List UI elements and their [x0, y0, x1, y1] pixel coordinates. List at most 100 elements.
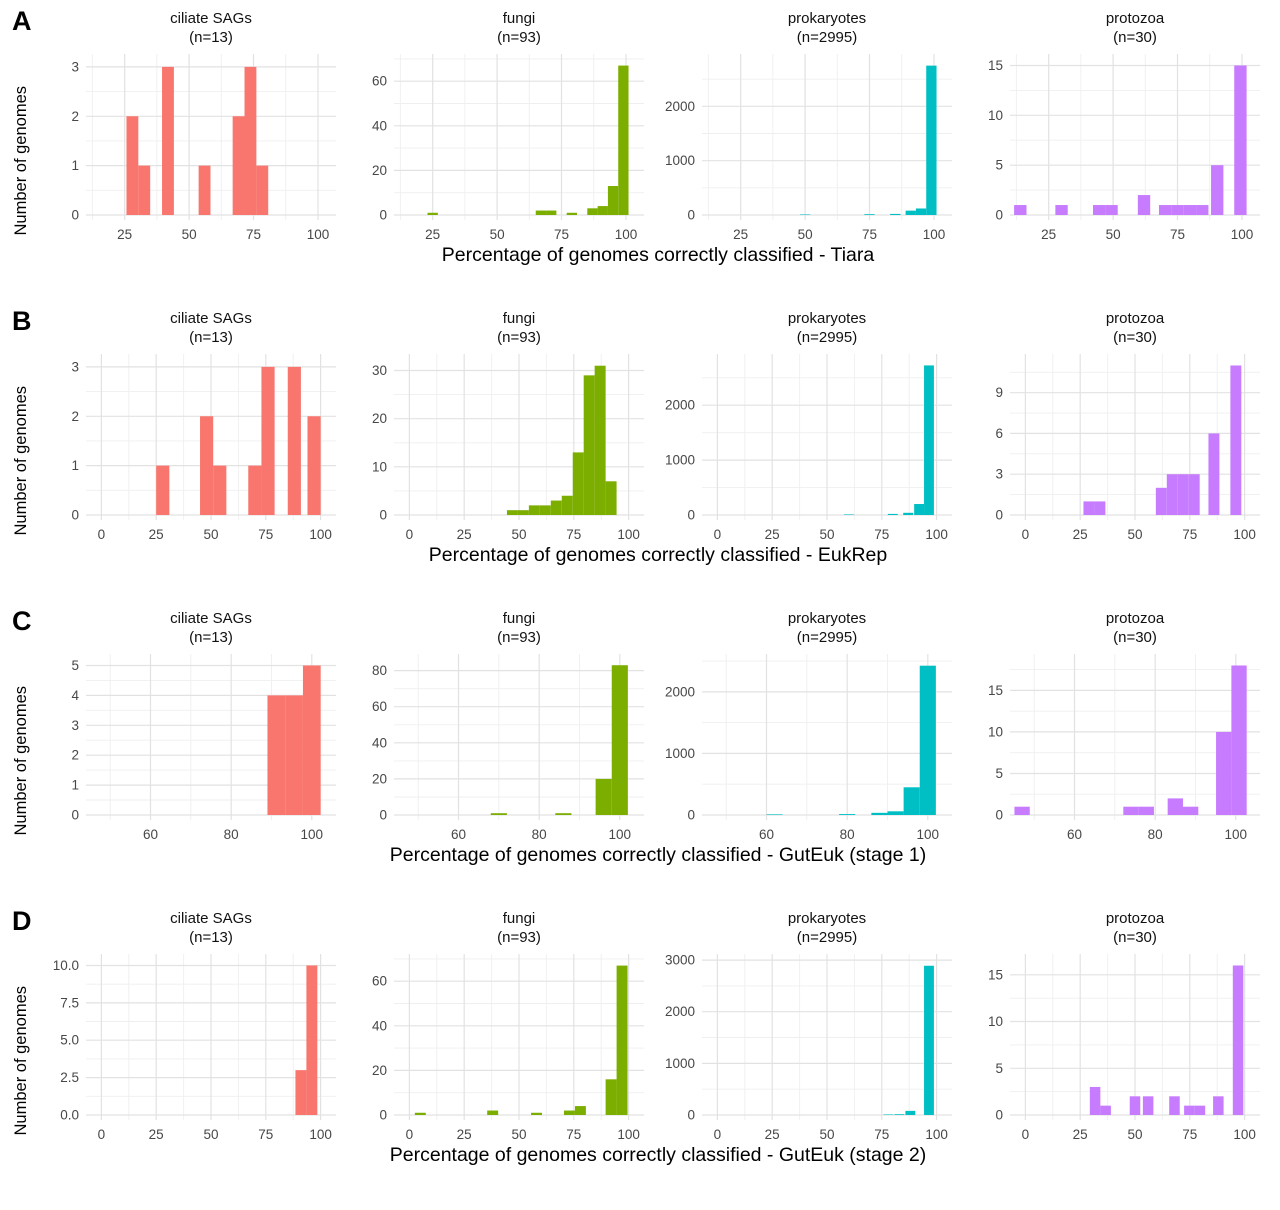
histogram-bar — [905, 210, 916, 215]
figure-row-C: C Number of genomes ciliate SAGs (n=13) 0 1 2 3… — [6, 606, 1280, 906]
histogram-bar — [766, 814, 783, 815]
panel-subtitle: (n=13) — [189, 929, 233, 946]
y-axis-label: Number of genomes — [11, 386, 30, 536]
row-letter-A: A — [12, 6, 32, 36]
y-axis-label: Number of genomes — [11, 86, 30, 236]
histogram-bar — [887, 513, 898, 515]
histogram-bar — [156, 465, 170, 515]
histogram-panel-protozoa: protozoa (n=30) 0 5 10 15 0 25 50 75 100 — [988, 910, 1260, 1142]
x-tick-label: 50 — [1127, 527, 1142, 542]
x-tick-label: 50 — [1127, 1127, 1142, 1142]
x-tick-label: 60 — [1067, 827, 1082, 842]
histogram-bar — [903, 787, 920, 815]
x-tick-label: 100 — [307, 227, 330, 242]
x-tick-label: 80 — [1148, 827, 1163, 842]
panel-subtitle: (n=2995) — [797, 329, 857, 346]
histogram-bar — [307, 416, 321, 515]
panel-title: ciliate SAGs — [170, 910, 252, 927]
panel-subtitle: (n=2995) — [797, 629, 857, 646]
histogram-bar — [232, 116, 245, 215]
histogram-bar — [200, 416, 214, 515]
y-tick-label: 10 — [988, 108, 1003, 123]
histogram-bar — [126, 116, 139, 215]
y-tick-label: 0 — [687, 1108, 695, 1123]
y-axis-label: Number of genomes — [11, 986, 30, 1136]
x-tick-label: 50 — [203, 527, 218, 542]
x-tick-label: 0 — [406, 527, 414, 542]
panel-title: prokaryotes — [788, 610, 866, 627]
panel-subtitle: (n=13) — [189, 29, 233, 46]
panel-strip: ciliate SAGs (n=13) 0.0 2.5 5.0 7.5 10.0 0 25 50 7… — [36, 906, 1280, 1146]
x-tick-label: 100 — [309, 1127, 332, 1142]
histogram-bar — [550, 500, 562, 515]
y-tick-label: 2000 — [665, 99, 695, 114]
y-tick-label: 3 — [71, 59, 79, 74]
histogram-bar — [1092, 205, 1106, 215]
y-tick-label: 6 — [995, 426, 1003, 441]
x-tick-label: 100 — [617, 527, 640, 542]
y-tick-label: 0 — [995, 1108, 1003, 1123]
histogram-bar — [1138, 806, 1154, 815]
histogram-bar — [1188, 474, 1200, 515]
y-tick-label: 5 — [995, 158, 1003, 173]
panel-strip: ciliate SAGs (n=13) 0 1 2 3 25 50 75 100 fungi (n=9… — [36, 6, 1280, 246]
histogram-bar — [844, 514, 854, 515]
x-tick-label: 100 — [301, 827, 324, 842]
y-axis-label-strip: Number of genomes — [6, 606, 36, 906]
histogram-bar — [287, 366, 301, 515]
x-tick-label: 60 — [451, 827, 466, 842]
y-tick-label: 2.5 — [60, 1070, 79, 1085]
histogram-panel-fungi: fungi (n=93) 0 20 40 60 0 25 50 75 100 — [372, 910, 644, 1142]
y-tick-label: 3000 — [665, 953, 695, 968]
x-tick-label: 25 — [1073, 1127, 1088, 1142]
histogram-bar — [1155, 487, 1167, 515]
x-tick-label: 25 — [1073, 527, 1088, 542]
histogram-bar — [1137, 195, 1151, 215]
histogram-bar — [1183, 205, 1197, 215]
histogram-bar — [1231, 665, 1247, 815]
histogram-bar — [894, 1114, 905, 1115]
row-letter-C: C — [12, 606, 32, 636]
histogram-bar — [926, 65, 937, 215]
histogram-bar — [244, 66, 257, 215]
y-tick-label: 1000 — [665, 153, 695, 168]
x-tick-label: 75 — [1182, 527, 1197, 542]
panel-title: prokaryotes — [788, 10, 866, 27]
y-tick-label: 40 — [372, 118, 387, 133]
y-tick-label: 40 — [372, 735, 387, 750]
y-tick-label: 20 — [372, 163, 387, 178]
x-tick-label: 80 — [840, 827, 855, 842]
x-tick-label: 100 — [925, 1127, 948, 1142]
y-tick-label: 15 — [988, 683, 1003, 698]
y-tick-label: 30 — [372, 363, 387, 378]
histogram-bar — [583, 375, 595, 515]
x-tick-label: 25 — [457, 527, 472, 542]
y-tick-label: 5 — [995, 1061, 1003, 1076]
histogram-bar — [572, 452, 584, 515]
histogram-bar — [883, 1114, 894, 1115]
histogram-bar — [1232, 965, 1244, 1115]
histogram-bar — [528, 505, 540, 515]
panel-subtitle: (n=2995) — [797, 29, 857, 46]
histogram-bar — [427, 212, 438, 215]
histogram-bar — [1158, 205, 1172, 215]
histogram-bar — [1234, 65, 1247, 215]
panel-title: ciliate SAGs — [170, 610, 252, 627]
y-tick-label: 20 — [372, 411, 387, 426]
y-tick-label: 60 — [372, 974, 387, 989]
histogram-bar — [490, 813, 507, 815]
histogram-bar — [1166, 474, 1178, 515]
panel-subtitle: (n=13) — [189, 629, 233, 646]
histogram-panel-protozoa: protozoa (n=30) 0 5 10 15 60 80 100 — [988, 610, 1260, 842]
x-tick-label: 25 — [457, 1127, 472, 1142]
histogram-bar — [285, 695, 303, 815]
histogram-bar — [414, 1112, 426, 1115]
x-tick-label: 75 — [258, 1127, 273, 1142]
x-tick-label: 50 — [203, 1127, 218, 1142]
histogram-panel-prokaryotes: prokaryotes (n=2995) 0 1000 2000 60 80 100 — [665, 610, 952, 842]
histogram-bar — [1083, 501, 1095, 515]
y-tick-label: 3 — [71, 718, 79, 733]
histogram-bar — [839, 814, 856, 815]
x-tick-label: 100 — [1233, 527, 1256, 542]
histogram-bar — [919, 665, 936, 815]
